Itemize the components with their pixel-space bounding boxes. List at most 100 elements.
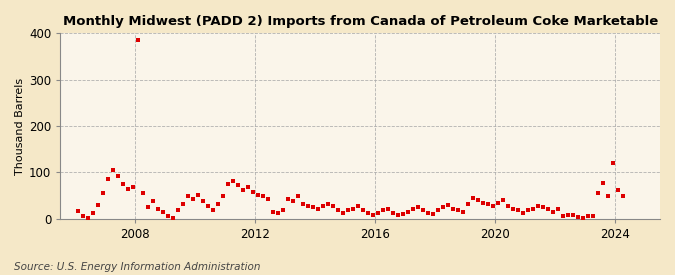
Title: Monthly Midwest (PADD 2) Imports from Canada of Petroleum Coke Marketable: Monthly Midwest (PADD 2) Imports from Ca… xyxy=(63,15,658,28)
Point xyxy=(527,206,538,211)
Point xyxy=(487,204,498,208)
Point xyxy=(222,182,233,186)
Point xyxy=(173,208,184,213)
Point xyxy=(472,198,483,202)
Point xyxy=(273,211,284,215)
Point xyxy=(392,213,403,217)
Point xyxy=(432,208,443,213)
Point xyxy=(557,214,568,219)
Point xyxy=(462,202,473,206)
Point xyxy=(542,207,553,212)
Point xyxy=(502,204,513,208)
Point xyxy=(362,211,373,215)
Point xyxy=(572,215,583,219)
Point xyxy=(552,207,563,212)
Point xyxy=(122,186,133,191)
Point xyxy=(348,206,358,211)
Point xyxy=(113,174,124,178)
Point xyxy=(482,202,493,206)
Point xyxy=(342,208,353,213)
Point xyxy=(323,202,333,206)
Point xyxy=(138,191,148,196)
Point xyxy=(577,216,588,220)
Point xyxy=(507,206,518,211)
Point xyxy=(282,197,293,202)
Point xyxy=(207,208,218,213)
Point xyxy=(442,203,453,207)
Point xyxy=(427,212,438,216)
Point xyxy=(562,213,573,217)
Point xyxy=(398,212,408,216)
Point xyxy=(587,214,598,218)
Point xyxy=(82,216,93,220)
Point xyxy=(92,203,103,207)
Point xyxy=(382,206,393,211)
Point xyxy=(107,168,118,172)
Y-axis label: Thousand Barrels: Thousand Barrels xyxy=(15,78,25,175)
Point xyxy=(537,205,548,209)
Point xyxy=(522,208,533,213)
Point xyxy=(97,191,108,196)
Point xyxy=(352,204,363,208)
Point xyxy=(232,183,243,188)
Point xyxy=(407,207,418,212)
Point xyxy=(163,214,173,219)
Point xyxy=(497,198,508,202)
Point xyxy=(582,214,593,219)
Point xyxy=(373,211,383,215)
Point xyxy=(467,196,478,200)
Point xyxy=(198,199,209,203)
Point xyxy=(567,213,578,217)
Point xyxy=(547,210,558,214)
Point xyxy=(417,208,428,213)
Point xyxy=(192,192,203,197)
Point xyxy=(307,205,318,209)
Point xyxy=(367,213,378,217)
Point xyxy=(302,204,313,208)
Point xyxy=(402,210,413,214)
Point xyxy=(178,202,188,206)
Point xyxy=(332,208,343,213)
Point xyxy=(532,204,543,208)
Point xyxy=(517,211,528,215)
Point xyxy=(157,210,168,214)
Point xyxy=(167,216,178,220)
Point xyxy=(227,178,238,183)
Point xyxy=(602,194,613,199)
Point xyxy=(117,182,128,186)
Point xyxy=(257,194,268,199)
Point xyxy=(597,180,608,185)
Point xyxy=(477,200,488,205)
Point xyxy=(327,204,338,208)
Point xyxy=(607,161,618,165)
Point xyxy=(377,208,388,213)
Point xyxy=(277,208,288,213)
Point xyxy=(313,206,323,211)
Point xyxy=(217,194,228,199)
Point xyxy=(188,197,198,202)
Point xyxy=(248,190,259,194)
Point xyxy=(298,202,308,206)
Point xyxy=(267,210,278,214)
Point xyxy=(153,206,163,211)
Point xyxy=(103,177,113,182)
Point xyxy=(412,205,423,209)
Point xyxy=(288,199,298,203)
Point xyxy=(213,202,223,206)
Point xyxy=(592,191,603,196)
Point xyxy=(338,211,348,215)
Point xyxy=(142,205,153,209)
Point xyxy=(88,211,99,215)
Text: Source: U.S. Energy Information Administration: Source: U.S. Energy Information Administ… xyxy=(14,262,260,272)
Point xyxy=(357,208,368,213)
Point xyxy=(238,188,248,192)
Point xyxy=(78,214,88,219)
Point xyxy=(492,200,503,205)
Point xyxy=(202,204,213,208)
Point xyxy=(292,194,303,199)
Point xyxy=(147,199,158,203)
Point xyxy=(452,208,463,213)
Point xyxy=(448,206,458,211)
Point xyxy=(423,211,433,215)
Point xyxy=(72,209,83,213)
